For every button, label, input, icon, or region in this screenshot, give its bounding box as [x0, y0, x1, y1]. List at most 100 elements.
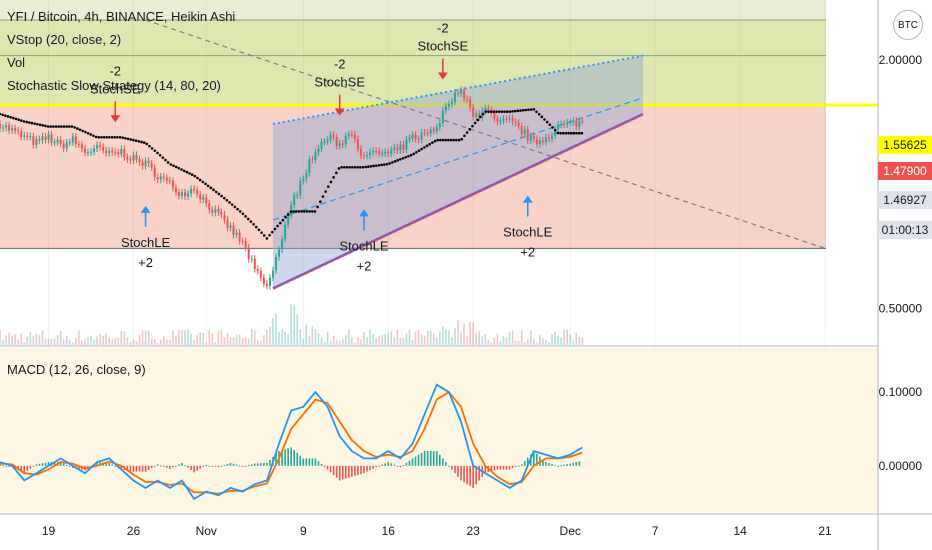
vstop-dot: [361, 165, 365, 169]
candle-body: [460, 90, 463, 94]
vstop-dot: [257, 228, 261, 232]
vstop-dot: [268, 233, 271, 237]
candle-body: [411, 134, 414, 138]
macd-histogram-bar: [360, 465, 362, 475]
price-label-yellow: 1.55625: [878, 136, 932, 154]
volume-bar: [244, 337, 247, 345]
volume-bar: [341, 339, 344, 345]
macd-histogram-bar: [166, 465, 168, 468]
vstop-dot: [479, 115, 482, 119]
candle-body: [484, 108, 487, 111]
volume-bar: [166, 339, 168, 345]
macd-histogram-bar: [414, 456, 417, 466]
vstop-dot: [409, 153, 413, 157]
countdown-label: 01:00:13: [878, 221, 932, 239]
macd-histogram-bar: [293, 450, 296, 466]
vstop-dot: [14, 117, 18, 121]
macd-histogram-bar: [38, 463, 41, 466]
macd-histogram-bar: [348, 465, 350, 478]
macd-histogram-bar: [323, 465, 326, 467]
candle-body: [487, 108, 490, 111]
legend-stoch[interactable]: Stochastic Slow Strategy (14, 80, 20): [7, 78, 221, 93]
vstop-dot: [535, 110, 538, 114]
macd-histogram-bar: [253, 463, 256, 466]
candle-body: [441, 110, 444, 124]
macd-histogram-bar: [381, 464, 383, 466]
macd-histogram-bar: [68, 465, 71, 467]
macd-histogram-bar: [266, 462, 268, 466]
candle-body: [435, 127, 438, 131]
volume-bar: [141, 330, 144, 345]
currency-badge[interactable]: BTC: [893, 10, 923, 40]
vstop-dot: [92, 134, 95, 137]
candle-body: [347, 134, 350, 137]
vstop-dot: [487, 110, 490, 113]
volume-bar: [511, 330, 514, 345]
candle-body: [23, 135, 26, 137]
candle-body: [523, 129, 526, 134]
dashed-trend-line[interactable]: [145, 19, 826, 249]
macd-histogram-bar: [169, 465, 171, 469]
candle-body: [469, 99, 472, 108]
vstop-dot: [391, 161, 394, 164]
vstop-dot: [209, 186, 213, 190]
macd-pane: [0, 345, 932, 512]
volume-bar: [2, 340, 4, 345]
candle-body: [241, 240, 244, 242]
vstop-dot: [481, 112, 485, 116]
candle-body: [572, 120, 575, 123]
vstop-dot: [492, 110, 496, 113]
vstop-dot: [300, 210, 303, 213]
volume-bar: [466, 336, 468, 345]
macd-histogram-bar: [466, 465, 468, 485]
legend-macd[interactable]: MACD (12, 26, close, 9): [7, 362, 146, 377]
vstop-dot: [57, 125, 61, 128]
candle-body: [205, 197, 208, 204]
volume-bar: [20, 333, 23, 345]
volume-bar: [0, 330, 1, 345]
parallel-channel[interactable]: [272, 54, 644, 290]
vstop-dot: [193, 174, 197, 178]
candle-body: [281, 238, 284, 250]
volume-bar: [266, 329, 268, 345]
macd-histogram-bar: [390, 463, 393, 466]
macd-histogram-bar: [41, 463, 44, 466]
volume-bar: [81, 340, 83, 345]
volume-bar: [108, 337, 110, 345]
candle-body: [102, 146, 105, 151]
candle-body: [496, 118, 499, 122]
candle-body: [238, 232, 241, 241]
volume-bar: [208, 330, 211, 345]
vstop-dot: [0, 112, 2, 116]
legend-title[interactable]: YFI / Bitcoin, 4h, BINANCE, Heikin Ashi: [7, 9, 236, 24]
vstop-dot: [375, 164, 378, 167]
volume-bar: [32, 335, 35, 345]
candle-body: [356, 138, 359, 149]
vstop-dot: [580, 131, 584, 135]
volume-bar: [572, 340, 575, 345]
vstop-dot: [20, 119, 23, 122]
volume-bar: [162, 336, 165, 345]
volume-bar: [296, 314, 299, 345]
candle-body: [466, 98, 469, 100]
volume-bar: [308, 336, 311, 345]
legend-vstop[interactable]: VStop (20, close, 2): [7, 32, 122, 47]
vstop-dot: [367, 165, 370, 168]
volume-bar: [287, 334, 289, 345]
macd-histogram-bar: [520, 464, 523, 466]
volume-bar: [187, 329, 189, 345]
vstop-dot: [196, 176, 199, 180]
long-arrow-head: [358, 209, 369, 217]
long-arrow-head: [140, 205, 151, 213]
legend-vol[interactable]: Vol: [7, 55, 26, 70]
vstop-dot: [1, 113, 4, 117]
volume-bar: [387, 332, 390, 345]
candle-body: [402, 144, 405, 150]
macd-histogram-bar: [62, 463, 65, 466]
macd-histogram-bar: [126, 465, 129, 471]
vstop-dot: [543, 118, 546, 121]
macd-tick-label: 0.00000: [879, 459, 923, 473]
candle-body: [423, 132, 426, 134]
candle-body: [14, 128, 17, 131]
